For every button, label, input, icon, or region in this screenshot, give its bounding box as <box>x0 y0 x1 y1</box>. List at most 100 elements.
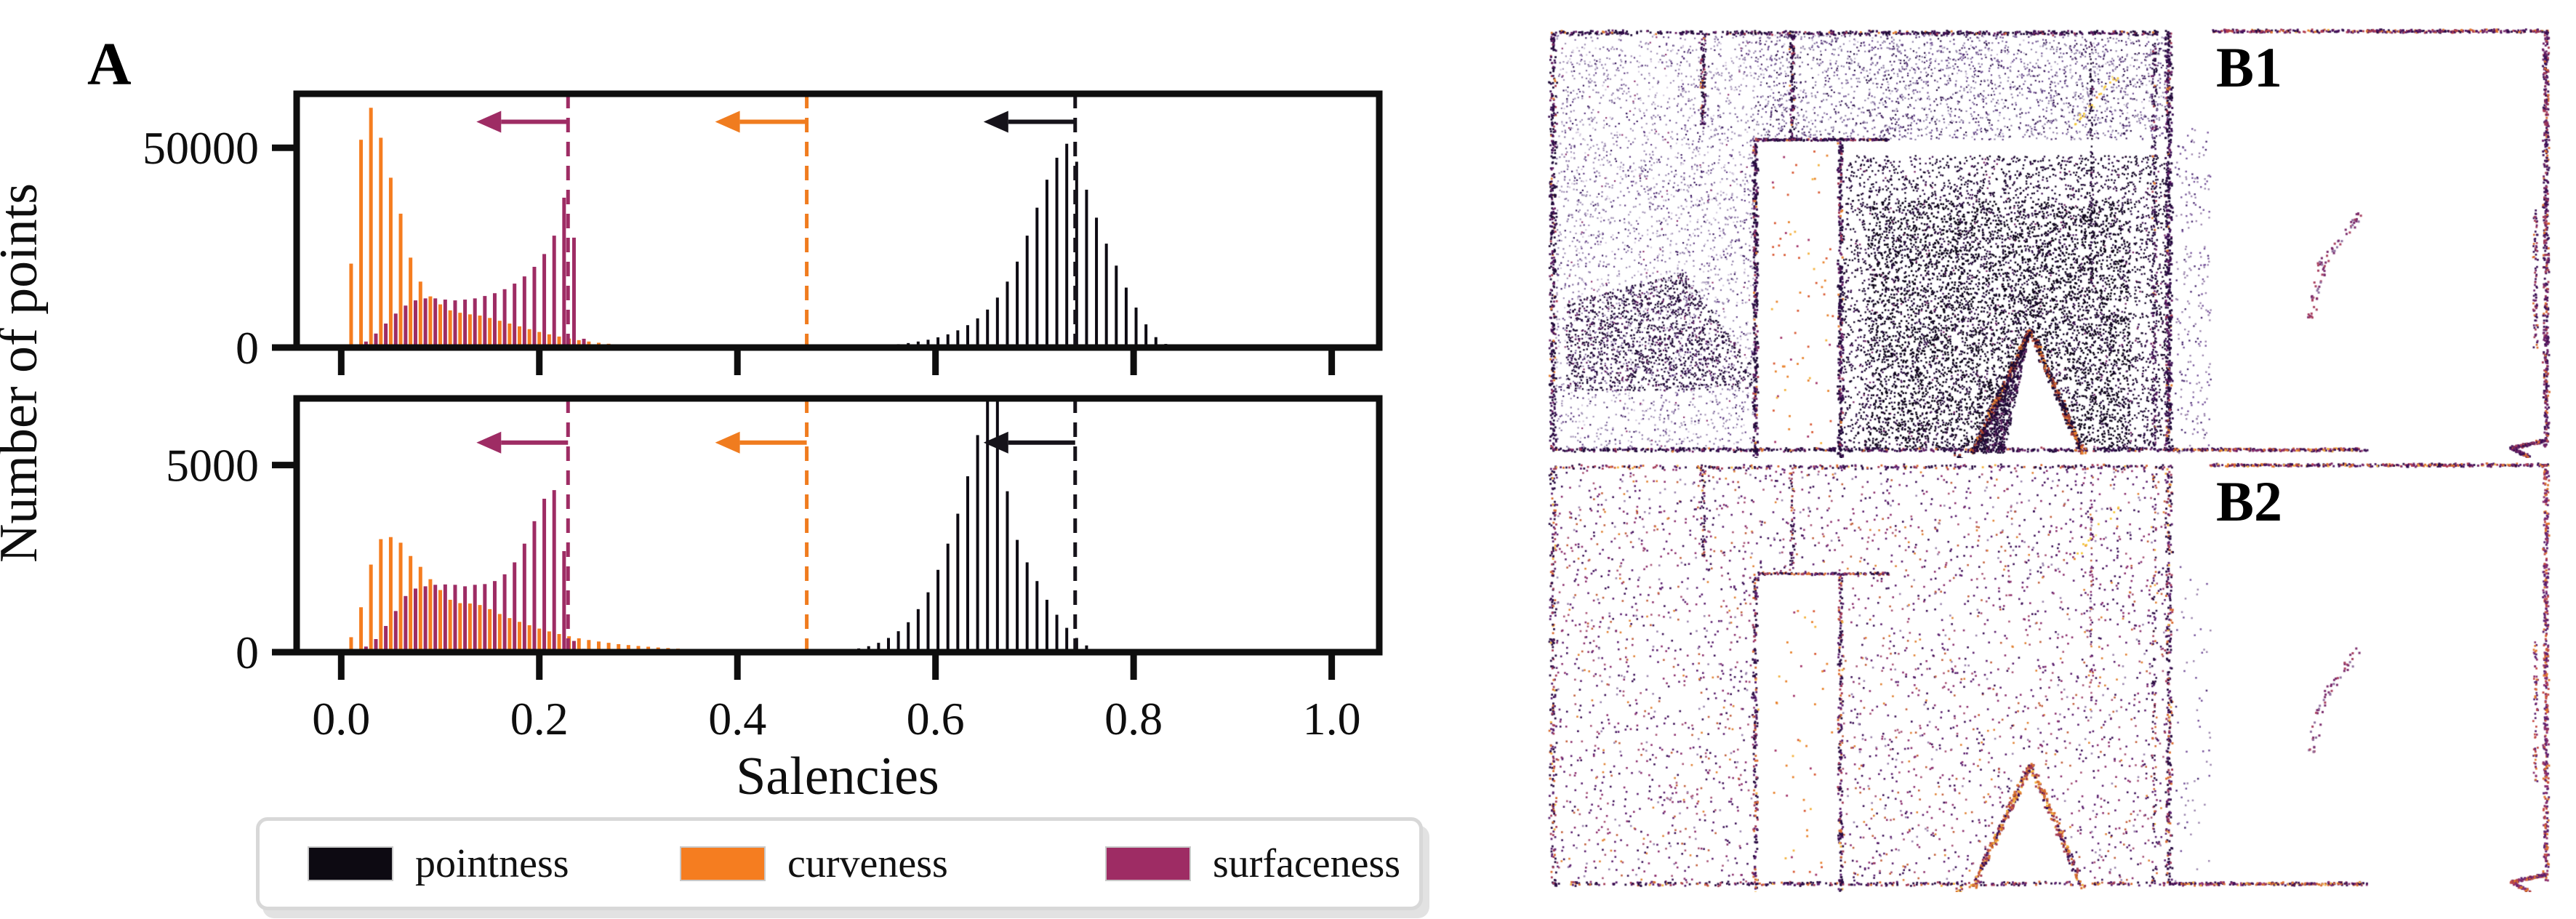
pointness-bar <box>1055 157 1059 348</box>
surfaceness-bar <box>423 586 428 652</box>
surfaceness-bar <box>582 338 586 348</box>
curveness-bar <box>388 537 393 652</box>
surfaceness-bar <box>374 333 378 348</box>
curveness-bar <box>557 336 561 348</box>
legend-item-pointness: pointness <box>308 821 569 907</box>
pointness-bar <box>956 330 960 348</box>
curveness-bar <box>448 310 452 348</box>
legend-label: surfaceness <box>1213 841 1401 886</box>
pointness-bar <box>1045 599 1048 652</box>
x-tick-label: 0.2 <box>510 693 569 745</box>
curveness-bar <box>547 334 551 348</box>
surfaceness-bar <box>502 574 507 652</box>
curveness-bar <box>518 622 522 652</box>
curveness-bar <box>488 609 492 652</box>
pointness-bar <box>1104 244 1108 348</box>
surfaceness-bar <box>532 266 537 348</box>
curveness-bar <box>409 257 413 348</box>
surfaceness-bar <box>552 236 556 348</box>
surfaceness-bar <box>522 543 526 652</box>
curveness-bar <box>438 590 443 652</box>
surfaceness-bar <box>542 498 547 652</box>
curveness-bar <box>409 555 413 652</box>
curveness-bar <box>507 618 512 652</box>
curveness-bar <box>537 628 542 652</box>
plot-border <box>293 395 1383 656</box>
curveness-bar <box>398 213 403 348</box>
pointness-bar <box>936 569 940 652</box>
pointness-bar <box>1035 581 1039 652</box>
surfaceness-threshold-arrowhead <box>476 111 502 133</box>
pointness-bar <box>1065 143 1069 348</box>
pointness-bar <box>1025 236 1029 348</box>
pointness-bar <box>877 643 880 652</box>
surfaceness-bar <box>413 588 417 652</box>
curveness-bar <box>527 329 531 348</box>
x-tick-label: 0.8 <box>1104 693 1163 745</box>
curveness-bar <box>488 318 492 348</box>
curveness-bar <box>458 603 462 652</box>
curveness-bar <box>418 566 422 652</box>
curveness-bar <box>468 603 472 652</box>
pointness-bar <box>986 401 990 652</box>
pointness-bar <box>1055 614 1059 652</box>
curveness-bar <box>388 177 393 348</box>
surfaceness-bar <box>492 581 497 652</box>
curveness-bar <box>349 637 353 652</box>
pointness-bar <box>896 631 900 652</box>
surfaceness-bar <box>393 611 398 652</box>
surfaceness-bar <box>513 562 517 652</box>
curveness-bar <box>497 614 502 652</box>
pointness-bar <box>1134 308 1138 348</box>
pointness-bar <box>1144 324 1148 348</box>
curveness-bar <box>359 140 364 348</box>
surfaceness-bar <box>384 324 388 348</box>
panel-b1-letter: B1 <box>2216 36 2283 99</box>
pointness-bar <box>1095 217 1099 348</box>
panel-b2-letter: B2 <box>2216 470 2283 533</box>
legend-item-curveness: curveness <box>680 821 948 907</box>
curveness-bar <box>547 631 551 652</box>
surfaceness-bar <box>463 586 468 652</box>
pointness-bar <box>966 476 969 652</box>
curveness-bar <box>468 314 472 348</box>
surfaceness-bar <box>433 585 438 652</box>
x-tick-label: 0.0 <box>312 693 370 745</box>
y-axis-label: Number of points <box>0 183 49 563</box>
pointness-bar <box>966 325 969 348</box>
surfaceness-bar <box>433 298 438 348</box>
surfaceness-threshold-arrowhead <box>476 431 502 454</box>
pointness-bar <box>936 337 940 348</box>
curveness-bar <box>448 599 452 652</box>
pointness-bar <box>1085 189 1088 348</box>
pointness-bar <box>907 622 910 652</box>
surfaceness-bar <box>404 595 408 652</box>
curveness-bar <box>507 324 512 348</box>
curveness-bar <box>428 296 433 348</box>
b1-pointcloud <box>1527 0 2576 458</box>
curveness-bar <box>349 263 353 348</box>
curveness-bar <box>398 542 403 652</box>
y-tick-label: 0 <box>236 627 259 678</box>
curveness-bar <box>497 321 502 348</box>
curveness-swatch <box>680 846 766 881</box>
curveness-bar <box>478 605 482 652</box>
legend-label: curveness <box>787 841 948 886</box>
pointness-bar <box>886 638 890 652</box>
plot-border <box>293 90 1383 351</box>
surfaceness-bar <box>502 289 507 348</box>
x-axis-label: Salencies <box>736 747 939 806</box>
pointness-bar <box>1045 180 1048 348</box>
curveness-bar <box>418 281 422 348</box>
x-tick-label: 0.6 <box>907 693 965 745</box>
pointness-bar <box>926 340 930 348</box>
y-tick-label: 5000 <box>166 440 259 491</box>
surfaceness-bar <box>453 585 457 652</box>
surfaceness-bar <box>443 584 447 652</box>
curveness-bar <box>369 108 373 348</box>
pointness-bar <box>986 309 990 348</box>
legend-box: pointness curveness surfaceness <box>256 817 1423 910</box>
pointness-bar <box>916 609 920 652</box>
pointness-bar <box>1035 207 1039 348</box>
